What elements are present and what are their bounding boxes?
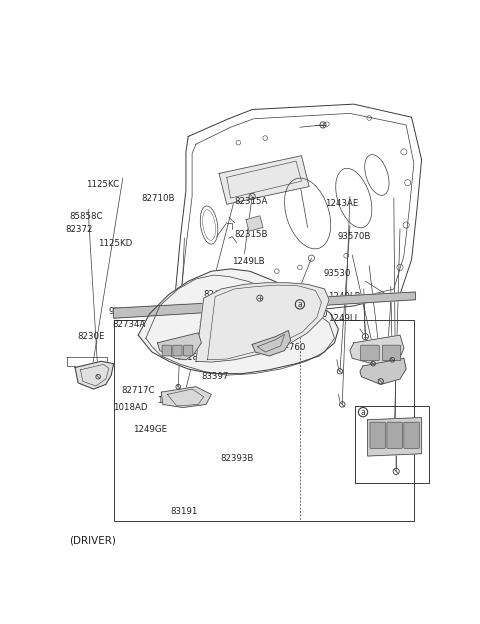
Text: 93572A: 93572A xyxy=(108,307,142,316)
Text: 1249LB: 1249LB xyxy=(232,256,264,265)
FancyBboxPatch shape xyxy=(404,422,419,448)
Polygon shape xyxy=(360,358,406,384)
Text: 82315A: 82315A xyxy=(234,197,267,207)
Polygon shape xyxy=(252,331,291,356)
FancyBboxPatch shape xyxy=(173,345,182,356)
Text: 93530: 93530 xyxy=(324,270,351,278)
Polygon shape xyxy=(350,335,404,366)
Text: 82315B: 82315B xyxy=(234,230,268,238)
Text: 1125KC: 1125KC xyxy=(86,180,120,188)
Text: a: a xyxy=(360,407,365,417)
Text: 85858C: 85858C xyxy=(69,212,103,221)
Text: 1018AD: 1018AD xyxy=(113,403,147,412)
Text: 82372: 82372 xyxy=(66,225,93,234)
Text: 1125KD: 1125KD xyxy=(98,239,132,248)
Text: 8230E: 8230E xyxy=(78,332,105,341)
Text: 1249LB: 1249LB xyxy=(328,292,360,301)
Text: 1491AD: 1491AD xyxy=(156,396,191,405)
Text: 1243AE: 1243AE xyxy=(325,199,359,208)
Polygon shape xyxy=(75,361,114,389)
Text: 93570B: 93570B xyxy=(337,233,371,241)
Text: 82231: 82231 xyxy=(198,321,226,330)
Text: REF.60-760: REF.60-760 xyxy=(257,343,305,352)
Polygon shape xyxy=(246,216,263,231)
FancyBboxPatch shape xyxy=(162,345,171,356)
Text: 82611: 82611 xyxy=(204,290,231,299)
Text: 96310: 96310 xyxy=(300,310,328,319)
Text: 82734A: 82734A xyxy=(112,320,145,329)
Text: 82710B: 82710B xyxy=(142,194,175,203)
Text: 1018AD: 1018AD xyxy=(176,353,210,361)
Text: 82610: 82610 xyxy=(295,297,322,306)
Polygon shape xyxy=(138,269,338,374)
Text: (DRIVER): (DRIVER) xyxy=(69,535,116,545)
FancyBboxPatch shape xyxy=(382,345,401,361)
Text: 1249LL: 1249LL xyxy=(328,314,360,323)
Text: 82717C: 82717C xyxy=(121,386,155,395)
FancyBboxPatch shape xyxy=(361,345,379,361)
Polygon shape xyxy=(114,292,415,318)
FancyBboxPatch shape xyxy=(184,345,193,356)
Text: a: a xyxy=(298,300,302,309)
Text: 82393B: 82393B xyxy=(220,454,253,464)
Polygon shape xyxy=(157,333,201,360)
Text: 83397: 83397 xyxy=(202,372,229,381)
Polygon shape xyxy=(161,387,211,407)
Polygon shape xyxy=(219,156,309,204)
FancyBboxPatch shape xyxy=(370,422,385,448)
Polygon shape xyxy=(368,417,421,456)
FancyBboxPatch shape xyxy=(387,422,402,448)
Text: 83191: 83191 xyxy=(170,507,198,516)
Polygon shape xyxy=(196,283,329,362)
Text: 1249GE: 1249GE xyxy=(133,425,168,434)
